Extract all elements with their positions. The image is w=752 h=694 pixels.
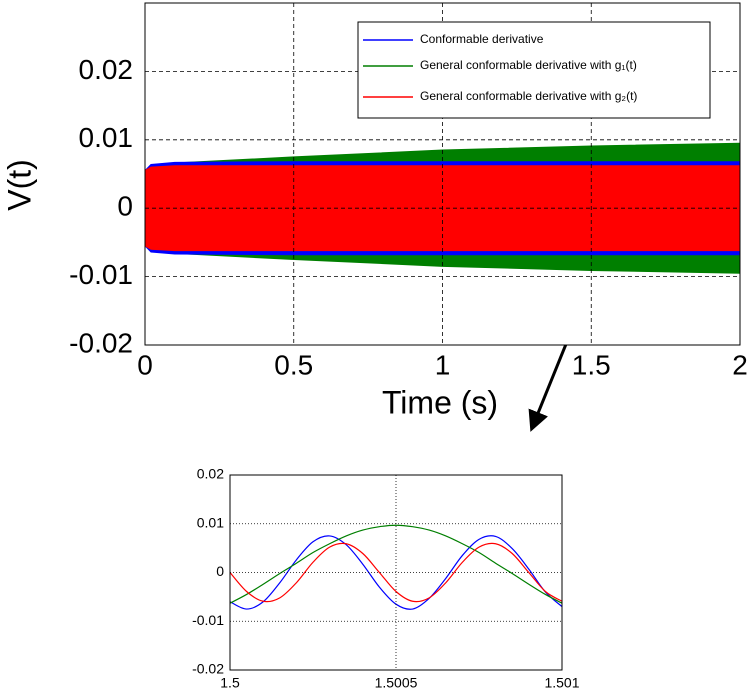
y-tick-label: 0.02 bbox=[197, 466, 224, 482]
y-tick-label: -0.02 bbox=[192, 661, 224, 677]
y-tick-label: 0.01 bbox=[79, 122, 134, 153]
series-line bbox=[229, 542, 563, 603]
x-tick-label: 1.501 bbox=[544, 675, 579, 691]
x-axis-label: Time (s) bbox=[382, 384, 498, 420]
x-tick-label: 1.5 bbox=[220, 675, 240, 691]
x-tick-label: 1.5005 bbox=[375, 675, 418, 691]
legend-label: Conformable derivative bbox=[420, 32, 544, 46]
x-tick-label: 1.5 bbox=[572, 349, 611, 380]
x-tick-label: 2 bbox=[732, 349, 748, 380]
series-line bbox=[229, 524, 563, 604]
y-tick-label: 0 bbox=[117, 191, 133, 222]
legend-box bbox=[357, 21, 711, 119]
legend-label: General conformable derivative with g₂(t… bbox=[420, 89, 637, 103]
y-tick-label: 0.02 bbox=[79, 54, 134, 85]
y-tick-label: -0.02 bbox=[69, 327, 133, 358]
plot-frame bbox=[229, 474, 563, 671]
y-tick-label: 0 bbox=[216, 563, 224, 579]
y-tick-label: 0.01 bbox=[197, 514, 224, 530]
x-tick-label: 0 bbox=[137, 349, 153, 380]
y-tick-label: -0.01 bbox=[192, 612, 224, 628]
y-tick-label: -0.01 bbox=[69, 259, 133, 290]
x-tick-label: 1 bbox=[435, 349, 451, 380]
x-tick-label: 0.5 bbox=[274, 349, 313, 380]
legend-label: General conformable derivative with g₁(t… bbox=[420, 58, 637, 72]
y-axis-label: V(t) bbox=[1, 159, 37, 211]
plot-frame bbox=[144, 2, 741, 346]
